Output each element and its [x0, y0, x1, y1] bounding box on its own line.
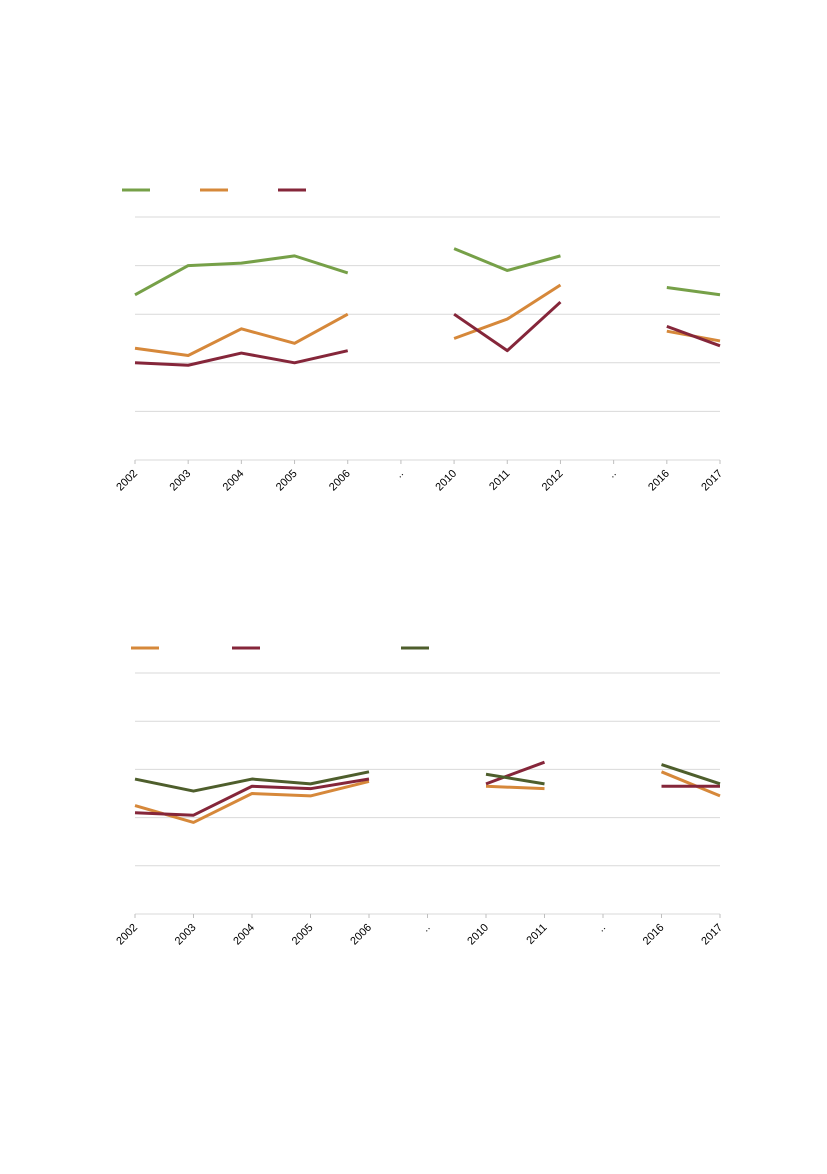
x-tick-label: .. — [606, 468, 619, 481]
series-line-maroon — [134, 777, 370, 817]
x-tick-label: 2006 — [327, 468, 353, 494]
series-line-dark_green — [134, 770, 370, 793]
x-tick-label: 2005 — [274, 468, 300, 494]
x-tick-label: 2016 — [641, 922, 667, 948]
series-line-dark_green — [661, 763, 721, 786]
x-tick-label: 2004 — [231, 922, 257, 948]
series-line-green — [453, 247, 561, 272]
x-tick-label: 2017 — [699, 468, 725, 494]
x-tick-label: .. — [393, 468, 406, 481]
x-tick-label: 2002 — [114, 922, 140, 948]
x-tick-label: 2004 — [221, 468, 247, 494]
x-tick-label: 2003 — [173, 922, 199, 948]
series-line-green — [134, 254, 349, 297]
series-line-orange — [485, 784, 545, 791]
x-tick-label: 2011 — [487, 468, 512, 493]
x-tick-label: 2010 — [465, 922, 491, 948]
series-line-orange — [134, 779, 370, 824]
x-tick-label: 2002 — [114, 468, 140, 494]
x-tick-label: 2005 — [290, 922, 316, 948]
series-line-maroon — [453, 300, 562, 353]
x-tick-label: 2006 — [348, 922, 374, 948]
series-line-maroon — [134, 349, 349, 367]
x-tick-label: 2017 — [699, 922, 725, 948]
x-tick-label: 2016 — [646, 468, 672, 494]
series-line-orange — [134, 312, 349, 358]
x-tick-label: .. — [420, 922, 433, 935]
x-tick-label: 2011 — [524, 922, 549, 947]
x-tick-label: .. — [595, 922, 608, 935]
series-line-orange — [453, 283, 562, 340]
series-line-maroon — [666, 324, 721, 348]
x-tick-label: 2012 — [540, 468, 566, 494]
x-tick-label: 2010 — [433, 468, 459, 494]
series-line-dark_green — [485, 772, 545, 786]
series-line-maroon — [485, 760, 546, 786]
series-line-orange — [660, 770, 721, 798]
x-tick-label: 2003 — [168, 468, 194, 494]
series-line-green — [666, 285, 721, 297]
